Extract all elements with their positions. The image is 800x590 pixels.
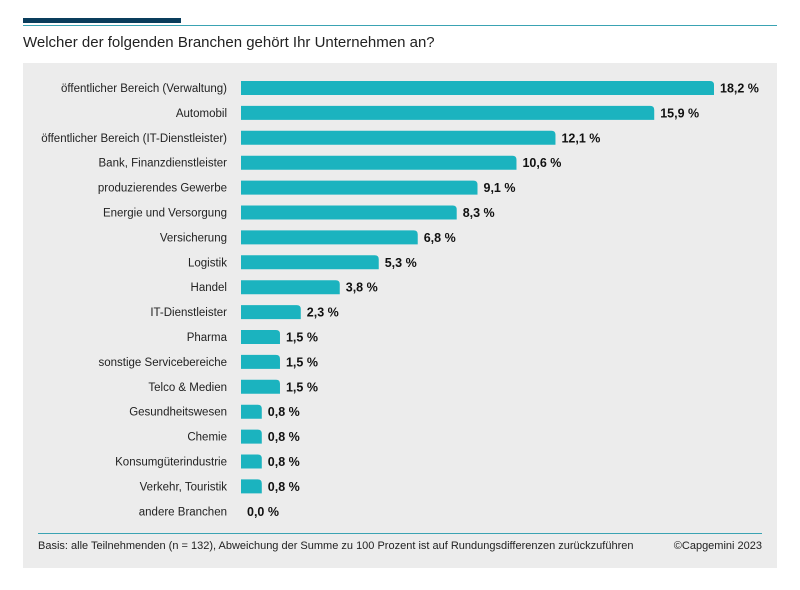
header-accent-line <box>23 18 181 23</box>
bar <box>241 105 655 120</box>
category-label: öffentlicher Bereich (IT-Dienstleister) <box>41 133 227 145</box>
data-label: 1,5 % <box>286 331 318 345</box>
header-rule <box>23 25 777 26</box>
data-label: 6,8 % <box>424 231 456 245</box>
category-label: Bank, Finanzdienstleister <box>99 158 228 170</box>
bar <box>241 354 280 369</box>
bar <box>241 479 262 494</box>
category-label: Gesundheitswesen <box>129 407 227 419</box>
data-label: 5,3 % <box>385 256 417 270</box>
data-label: 3,8 % <box>346 281 378 295</box>
bar <box>241 454 262 469</box>
data-label: 8,3 % <box>463 206 495 220</box>
data-label: 1,5 % <box>286 380 318 394</box>
data-label: 0,8 % <box>268 480 300 494</box>
bar <box>241 205 457 220</box>
data-label: 0,8 % <box>268 405 300 419</box>
category-label: sonstige Servicebereiche <box>99 357 228 369</box>
chart-panel: öffentlicher Bereich (Verwaltung) 18,2 % A… <box>23 63 777 568</box>
data-label: 10,6 % <box>522 156 561 170</box>
bar <box>241 330 280 344</box>
category-label: IT-Dienstleister <box>150 307 227 319</box>
data-label: 18,2 % <box>720 82 759 96</box>
data-label: 0,8 % <box>268 455 300 469</box>
copyright: ©Capgemini 2023 <box>673 540 762 552</box>
footnote: Basis: alle Teilnehmenden (n = 132), Abw… <box>38 540 634 552</box>
category-label: Energie und Versorgung <box>103 208 227 220</box>
data-label: 12,1 % <box>561 131 600 145</box>
data-label: 0,8 % <box>268 430 300 444</box>
bar <box>241 429 262 444</box>
data-label: 1,5 % <box>286 355 318 369</box>
data-label: 0,0 % <box>247 505 279 519</box>
category-label: andere Branchen <box>139 506 227 518</box>
bar <box>241 379 280 394</box>
category-label: Handel <box>191 282 227 294</box>
bar <box>241 81 714 95</box>
category-label: Telco & Medien <box>148 382 227 394</box>
chart-title: Welcher der folgenden Branchen gehört Ih… <box>23 34 435 51</box>
bar <box>241 155 517 170</box>
footer-rule <box>38 533 762 534</box>
category-label: Konsumgüterindustrie <box>115 457 227 469</box>
bar <box>241 305 301 320</box>
bar <box>241 404 262 419</box>
bar-chart: öffentlicher Bereich (Verwaltung) 18,2 % A… <box>41 81 759 519</box>
bar <box>241 180 478 195</box>
data-label: 9,1 % <box>484 181 516 195</box>
category-label: Verkehr, Touristik <box>140 481 228 493</box>
bar <box>241 280 340 295</box>
category-label: Versicherung <box>160 232 227 244</box>
category-label: Logistik <box>188 257 227 269</box>
category-label: Pharma <box>187 332 228 344</box>
data-label: 2,3 % <box>307 306 339 320</box>
category-label: produzierendes Gewerbe <box>98 183 227 195</box>
data-label: 15,9 % <box>660 106 699 120</box>
category-label: Automobil <box>176 108 227 120</box>
bar <box>241 230 418 245</box>
bar <box>241 255 379 270</box>
bar <box>241 130 556 145</box>
category-label: öffentlicher Bereich (Verwaltung) <box>61 83 227 95</box>
category-label: Chemie <box>187 432 227 444</box>
